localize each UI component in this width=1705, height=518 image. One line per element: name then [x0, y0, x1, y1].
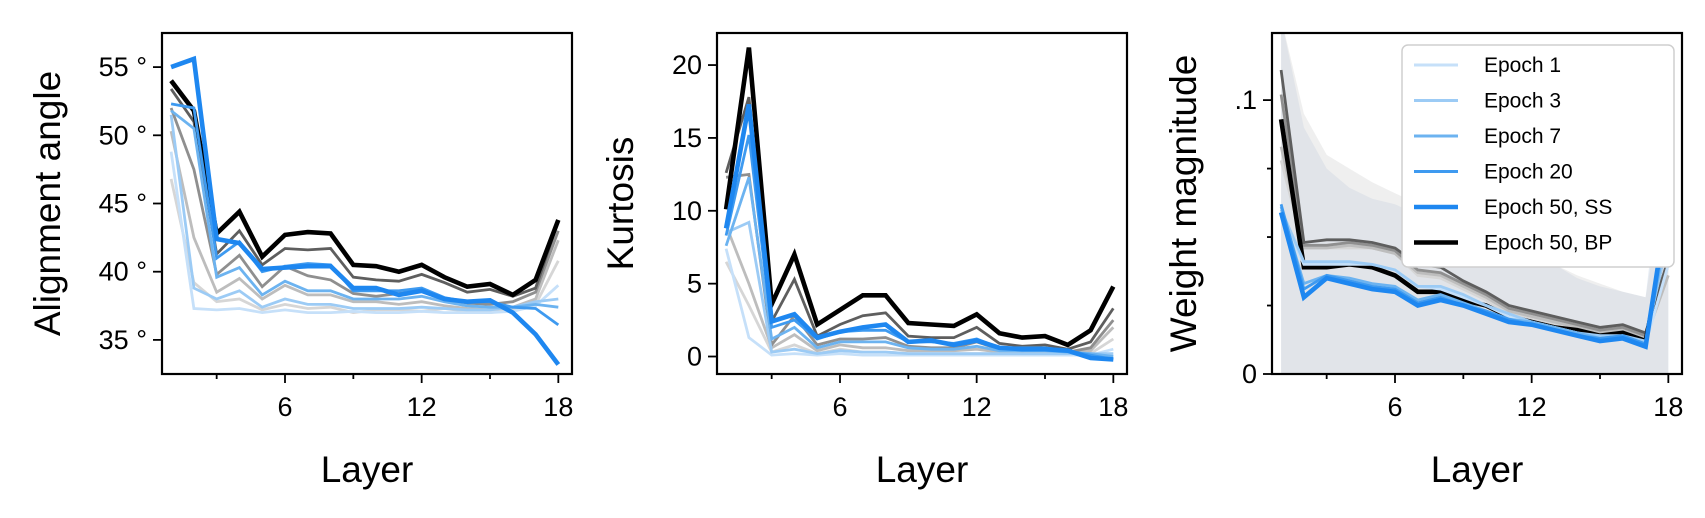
series-line-ss-shade-2 — [1279, 209, 1670, 343]
series-line-bp-shade-4 — [169, 88, 560, 298]
series-line-bp-shade-4 — [1279, 69, 1670, 335]
y-tick-label: 15 — [672, 123, 702, 153]
plot-area — [1278, 33, 1671, 374]
series-line-ss-shade-2 — [725, 220, 1114, 356]
series-line-bp-shade-2 — [724, 224, 1115, 356]
series-line-ss-shade-3 — [170, 109, 559, 309]
series-line-bp-shade-3 — [1279, 94, 1670, 338]
y-axis-label: Alignment angle — [27, 71, 68, 336]
axes-frame — [715, 31, 1129, 376]
x-tick-label: 6 — [1387, 392, 1402, 422]
axes-frame — [1270, 31, 1684, 376]
x-tick-label: 6 — [832, 392, 847, 422]
x-axis-label: Layer — [876, 449, 969, 490]
series-line-ss-shade-5 — [170, 55, 561, 366]
legend-label: Epoch 1 — [1484, 54, 1561, 77]
x-tick-label: 18 — [543, 392, 573, 422]
series-line-bp-shade-5 — [169, 79, 561, 298]
series-line-bp-shade-5 — [723, 47, 1116, 348]
chart-panel-2: 6 12 18 0 5 10 15 20 Layer Kurtosis — [600, 31, 1129, 490]
y-tick-label: 20 — [672, 50, 702, 80]
y-tick-label: 0 — [1242, 359, 1257, 389]
y-axis-label: Weight magnitude — [1163, 55, 1204, 353]
plot-area — [169, 55, 561, 366]
y-tick-label: 35 ° — [99, 325, 147, 355]
x-axis-label: Layer — [1431, 449, 1524, 490]
legend-label: Epoch 20 — [1484, 161, 1573, 184]
chart-panel-1: 6 12 18 35 ° 40 ° 45 ° 50 ° 55 ° Layer Alignment … — [27, 31, 574, 490]
x-tick-label: 18 — [1098, 392, 1128, 422]
series-line-ss-shade-2 — [169, 114, 559, 312]
y-axis-label: Kurtosis — [600, 137, 641, 271]
y-tick-label: 55 ° — [99, 52, 147, 82]
legend-box — [1401, 44, 1675, 268]
x-tick-label: 18 — [1653, 392, 1683, 422]
y-tick-label: .1 — [1234, 85, 1257, 115]
chart-panel-3: 6 12 18 0 .1 Layer Weight magnitude — [1163, 31, 1684, 490]
series-line-bp-shade-3 — [169, 107, 560, 306]
x-tick-label: 12 — [1517, 392, 1547, 422]
legend-label: Epoch 7 — [1484, 125, 1561, 148]
y-tick-label: 10 — [672, 196, 702, 226]
series-line-ss-shade-5 — [1278, 198, 1671, 350]
series-line-ss-shade-1 — [169, 151, 560, 315]
y-tick-label: 45 ° — [99, 189, 147, 219]
series-line-bp-shade-4 — [724, 96, 1115, 351]
plot-area — [723, 47, 1116, 362]
x-axis-label: Layer — [321, 449, 414, 490]
x-tick-label: 12 — [962, 392, 992, 422]
y-tick-label: 50 ° — [99, 120, 147, 150]
axes-frame — [160, 31, 574, 376]
x-tick-label: 12 — [407, 392, 437, 422]
legend: Epoch 1 Epoch 3 Epoch 7 Epoch 20 Epoch 50, S… — [1401, 44, 1675, 268]
x-tick-label: 6 — [277, 392, 292, 422]
series-line-ss-shade-1 — [724, 248, 1114, 357]
legend-label: Epoch 50, BP — [1484, 232, 1612, 255]
y-tick-label: 0 — [687, 342, 702, 372]
series-line-bp-shade-2 — [1279, 146, 1670, 341]
y-tick-label: 5 — [687, 269, 702, 299]
series-line-ss-shade-5 — [723, 103, 1114, 362]
legend-label: Epoch 50, SS — [1484, 196, 1612, 219]
y-tick-label: 40 ° — [99, 257, 147, 287]
legend-label: Epoch 3 — [1484, 90, 1561, 113]
